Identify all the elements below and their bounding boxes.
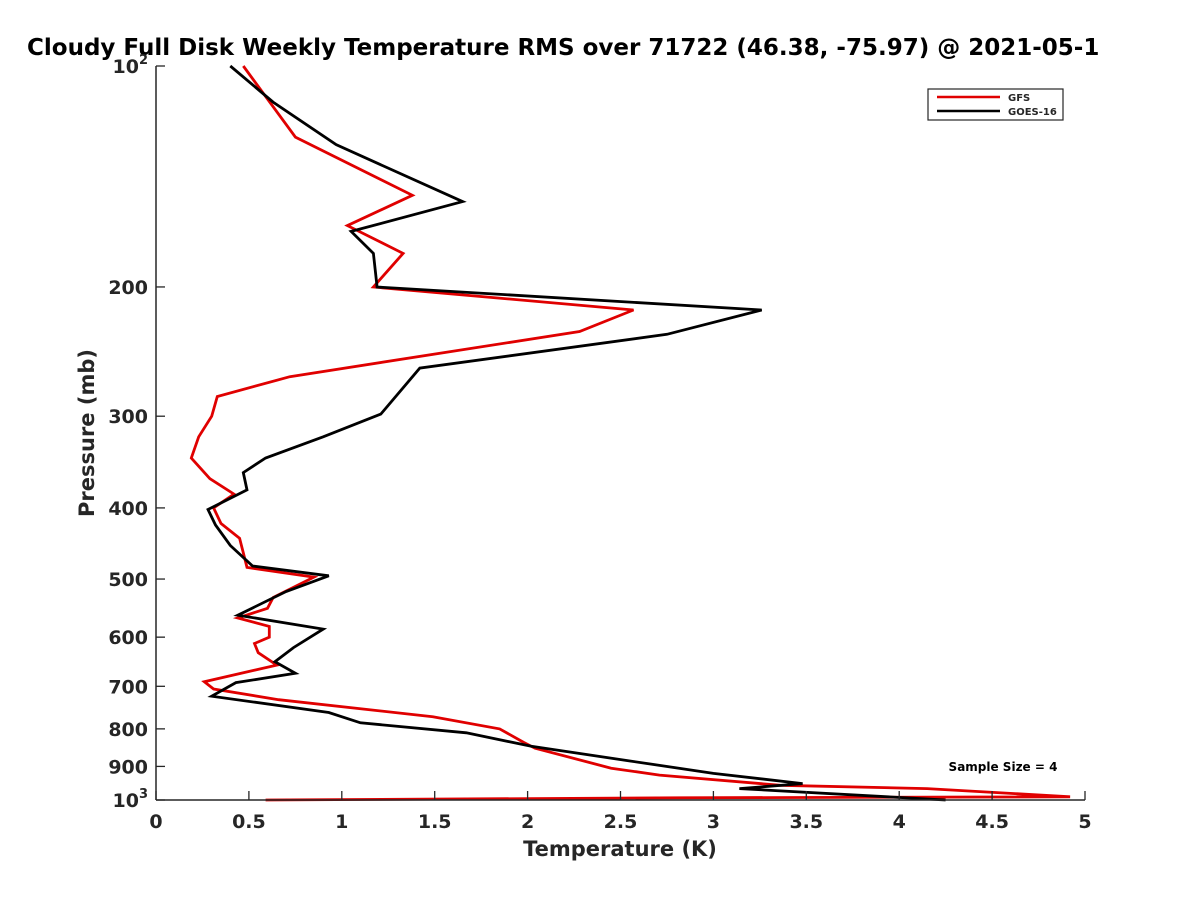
y-tick-label: 800 xyxy=(108,719,148,741)
x-tick-label: 4.5 xyxy=(975,811,1009,833)
y-tick-label: 900 xyxy=(108,756,148,778)
x-tick-label: 0.5 xyxy=(232,811,266,833)
legend-label: GOES-16 xyxy=(1008,107,1057,118)
x-tick-label: 2 xyxy=(521,811,534,833)
x-tick-label: 3 xyxy=(707,811,720,833)
x-tick-label: 3.5 xyxy=(789,811,823,833)
x-ticks: 0 0.5 1 1.5 2 2.5 3 3.5 4 4.5 5 xyxy=(149,791,1092,833)
legend-box xyxy=(927,88,1064,121)
x-tick-label: 2.5 xyxy=(604,811,638,833)
x-tick-label: 1.5 xyxy=(418,811,452,833)
x-tick-label: 1 xyxy=(335,811,348,833)
y-tick-label: 200 xyxy=(108,277,148,299)
y-axis-label: Pressure (mb) xyxy=(75,349,99,517)
series-line-goes-16 xyxy=(206,64,946,802)
x-tick-label: 5 xyxy=(1078,811,1091,833)
series-layer xyxy=(189,64,1071,802)
chart-title: Cloudy Full Disk Weekly Temperature RMS … xyxy=(27,35,1099,61)
y-tick-label: 400 xyxy=(108,498,148,520)
y-tick-label: 102 xyxy=(113,53,149,78)
y-tick-label: 600 xyxy=(108,627,148,649)
legend-label: GFS xyxy=(1008,93,1030,104)
sample-size-annotation: Sample Size = 4 xyxy=(949,760,1058,774)
series-line-gfs xyxy=(189,65,1071,802)
plot-area: 0 0.5 1 1.5 2 2.5 3 3.5 4 4.5 5 102 200 300 400 500 600… xyxy=(108,53,1091,833)
y-tick-label: 700 xyxy=(108,676,148,698)
legend-entries: GFS GOES-16 xyxy=(937,93,1057,118)
y-tick-label: 500 xyxy=(108,569,148,591)
x-axis-label: Temperature (K) xyxy=(523,837,717,861)
x-tick-label: 4 xyxy=(893,811,906,833)
legend: GFS GOES-16 xyxy=(927,88,1064,121)
x-tick-label: 0 xyxy=(149,811,162,833)
y-tick-label: 103 xyxy=(113,787,149,812)
y-tick-label: 300 xyxy=(108,406,148,428)
y-ticks: 102 200 300 400 500 600 700 800 900 103 xyxy=(108,53,165,812)
